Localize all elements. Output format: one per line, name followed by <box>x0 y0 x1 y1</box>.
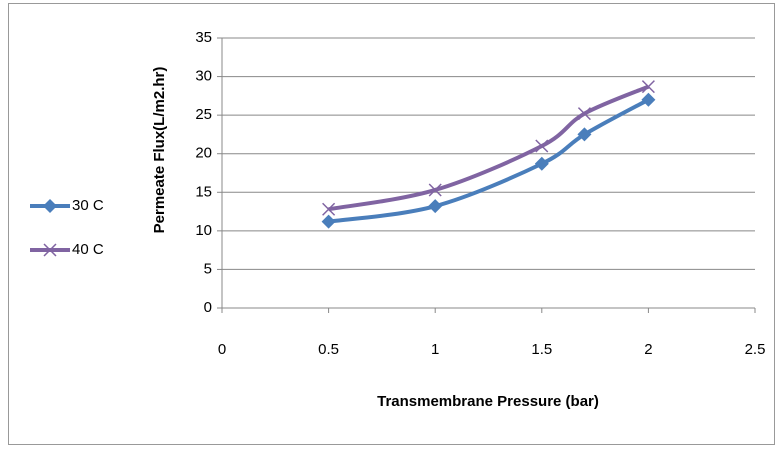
data-point <box>428 199 443 214</box>
chart-frame <box>8 3 775 445</box>
x-tick-label: 1 <box>431 341 439 358</box>
y-tick-label: 10 <box>195 222 212 239</box>
data-point <box>534 156 549 171</box>
x-axis-title: Transmembrane Pressure (bar) <box>377 393 599 410</box>
x-tick-label: 0 <box>218 341 226 358</box>
data-point <box>641 92 656 107</box>
data-point <box>641 80 655 94</box>
y-tick-label: 15 <box>195 183 212 200</box>
y-axis-title: Permeate Flux(L/m2.hr) <box>151 67 168 234</box>
y-tick-label: 25 <box>195 106 212 123</box>
x-tick-label: 2 <box>644 341 652 358</box>
legend-label: 30 C <box>72 197 104 214</box>
data-point <box>577 107 591 121</box>
y-tick-label: 20 <box>195 145 212 162</box>
legend-marker <box>43 199 57 213</box>
data-point <box>577 127 592 142</box>
x-tick-label: 0.5 <box>318 341 339 358</box>
x-tick-label: 1.5 <box>531 341 552 358</box>
data-point <box>428 183 442 197</box>
y-tick-label: 30 <box>195 68 212 85</box>
legend-marker <box>43 243 57 257</box>
y-tick-label: 35 <box>195 29 212 46</box>
x-tick-label: 2.5 <box>745 341 766 358</box>
series-line <box>328 97 650 224</box>
data-point <box>322 202 336 216</box>
legend-label: 40 C <box>72 241 104 258</box>
y-tick-label: 5 <box>204 260 212 277</box>
data-point <box>535 139 549 153</box>
y-tick-label: 0 <box>204 299 212 316</box>
series-line <box>328 84 650 212</box>
data-point <box>321 214 336 229</box>
